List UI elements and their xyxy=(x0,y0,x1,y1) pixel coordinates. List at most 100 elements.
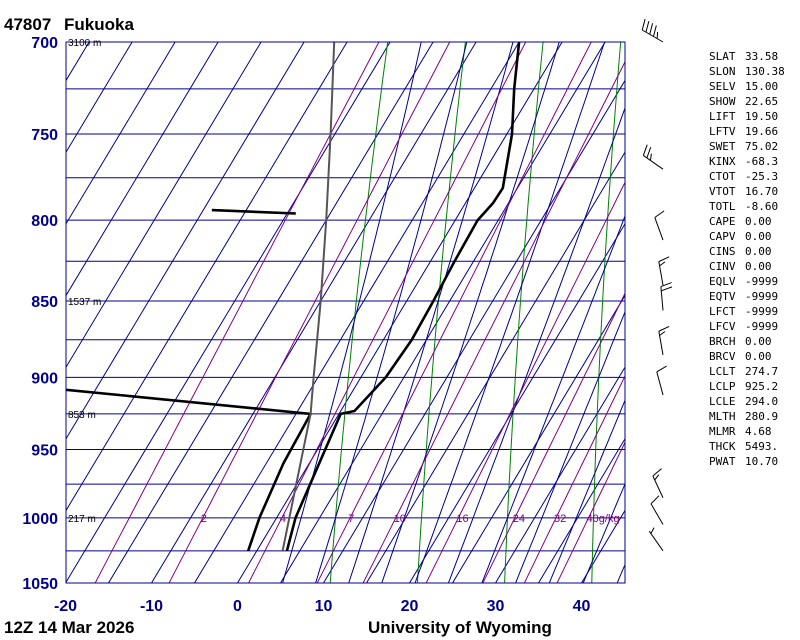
moist-adiabat xyxy=(414,42,606,583)
index-value: 33.58 xyxy=(745,50,779,63)
index-row: CINV 0.00 xyxy=(709,260,797,275)
index-name: LCLT xyxy=(709,365,736,378)
index-row: BRCH 0.00 xyxy=(709,335,797,350)
index-value: 19.50 xyxy=(745,110,779,123)
height-label: 853 m xyxy=(68,410,96,421)
index-value: -9999 xyxy=(745,320,779,333)
index-row: CINS 0.00 xyxy=(709,245,797,260)
isotherm-line xyxy=(66,42,219,297)
barb-feather xyxy=(654,210,665,218)
barb-feather xyxy=(650,527,655,534)
mixing-ratio-label: 7 xyxy=(348,513,354,525)
isotherm-line xyxy=(495,366,625,583)
pressure-tick-label: 950 xyxy=(31,442,58,459)
wind-barb xyxy=(652,468,664,498)
barb-feather xyxy=(659,331,666,336)
mixing-ratio-line xyxy=(556,441,625,583)
dewpoint-upper-line xyxy=(211,208,296,215)
isotherm-line xyxy=(323,79,625,583)
wind-barbs xyxy=(641,18,673,552)
mixing-ratio-label: 4 xyxy=(280,513,286,525)
pressure-tick-label: 700 xyxy=(31,35,58,52)
barb-feather xyxy=(654,474,660,481)
isotherm-line xyxy=(108,42,434,583)
index-value: -9999 xyxy=(745,305,779,318)
isotherm-line xyxy=(237,42,563,583)
pressure-tick-label: 1000 xyxy=(22,511,58,528)
index-row: MLTH 280.9 xyxy=(709,410,797,425)
index-value: 294.0 xyxy=(745,395,779,408)
mixing-ratio-line xyxy=(248,42,527,583)
index-value: 274.7 xyxy=(745,365,779,378)
index-row: SELV 15.00 xyxy=(709,80,797,95)
index-name: CTOT xyxy=(709,170,736,183)
index-row: VTOT 16.70 xyxy=(709,185,797,200)
index-value: 0.00 xyxy=(745,215,772,228)
dry-adiabat xyxy=(591,42,622,583)
mixing-ratio-label: 16 xyxy=(456,513,468,525)
index-name: SELV xyxy=(709,80,736,93)
barb-staff xyxy=(652,475,664,498)
index-value: 75.02 xyxy=(745,140,779,153)
index-value: -9999 xyxy=(745,275,779,288)
index-name: SHOW xyxy=(709,95,736,108)
dry-adiabat xyxy=(329,42,389,583)
moist-adiabat xyxy=(548,399,625,583)
index-row: KINX -68.3 xyxy=(709,155,797,170)
moist-adiabat xyxy=(481,214,625,583)
moist-adiabat xyxy=(515,310,625,583)
wind-barb xyxy=(658,325,670,355)
isotherm-line xyxy=(66,42,391,583)
barb-feather xyxy=(660,282,672,288)
index-row: LFTV 19.66 xyxy=(709,125,797,140)
isotherm-line xyxy=(0,42,46,583)
barb-staff xyxy=(648,530,664,552)
barb-feather xyxy=(649,153,652,161)
index-name: LCLP xyxy=(709,380,736,393)
index-name: SWET xyxy=(709,140,736,153)
index-name: CAPV xyxy=(709,230,736,243)
index-name: EQLV xyxy=(709,275,736,288)
index-name: TOTL xyxy=(709,200,736,213)
index-row: EQLV -9999 xyxy=(709,275,797,290)
index-value: 15.00 xyxy=(745,80,779,93)
index-value: 22.65 xyxy=(745,95,779,108)
isotherm-line xyxy=(452,294,625,583)
index-value: 925.2 xyxy=(745,380,779,393)
index-name: LIFT xyxy=(709,110,736,123)
index-name: SLON xyxy=(709,65,736,78)
mixing-ratio-line xyxy=(94,42,380,583)
index-row: LFCV -9999 xyxy=(709,320,797,335)
pressure-tick-label: 850 xyxy=(31,294,58,311)
isotherm-line xyxy=(66,42,305,440)
index-value: -68.3 xyxy=(745,155,779,168)
index-row: TOTL -8.60 xyxy=(709,200,797,215)
temperature-tick-label: -10 xyxy=(140,598,163,615)
index-row: SWET 75.02 xyxy=(709,140,797,155)
wind-barb xyxy=(641,18,664,43)
index-row: SLAT 33.58 xyxy=(709,50,797,65)
index-row: LCLP 925.2 xyxy=(709,380,797,395)
dewpoint-line xyxy=(66,388,312,552)
moist-adiabat xyxy=(447,106,625,583)
isotherm-line xyxy=(409,222,625,583)
index-name: THCK xyxy=(709,440,736,453)
index-name: VTOT xyxy=(709,185,736,198)
index-row: LFCT -9999 xyxy=(709,305,797,320)
barb-feather xyxy=(650,495,660,505)
index-name: CINS xyxy=(709,245,736,258)
barb-feather xyxy=(652,25,657,37)
wind-barb xyxy=(648,527,664,552)
mixing-ratio-line xyxy=(482,292,625,583)
index-value: -9999 xyxy=(745,290,779,303)
mixing-ratio-line xyxy=(168,42,451,583)
index-value: 0.00 xyxy=(745,230,772,243)
index-name: MLTH xyxy=(709,410,736,423)
dry-adiabat xyxy=(416,42,466,583)
index-name: BRCH xyxy=(709,335,736,348)
mixing-ratio-line xyxy=(316,42,592,583)
wind-barb xyxy=(650,495,664,525)
pressure-tick-label: 800 xyxy=(31,213,58,230)
index-value: 130.38 xyxy=(745,65,785,78)
